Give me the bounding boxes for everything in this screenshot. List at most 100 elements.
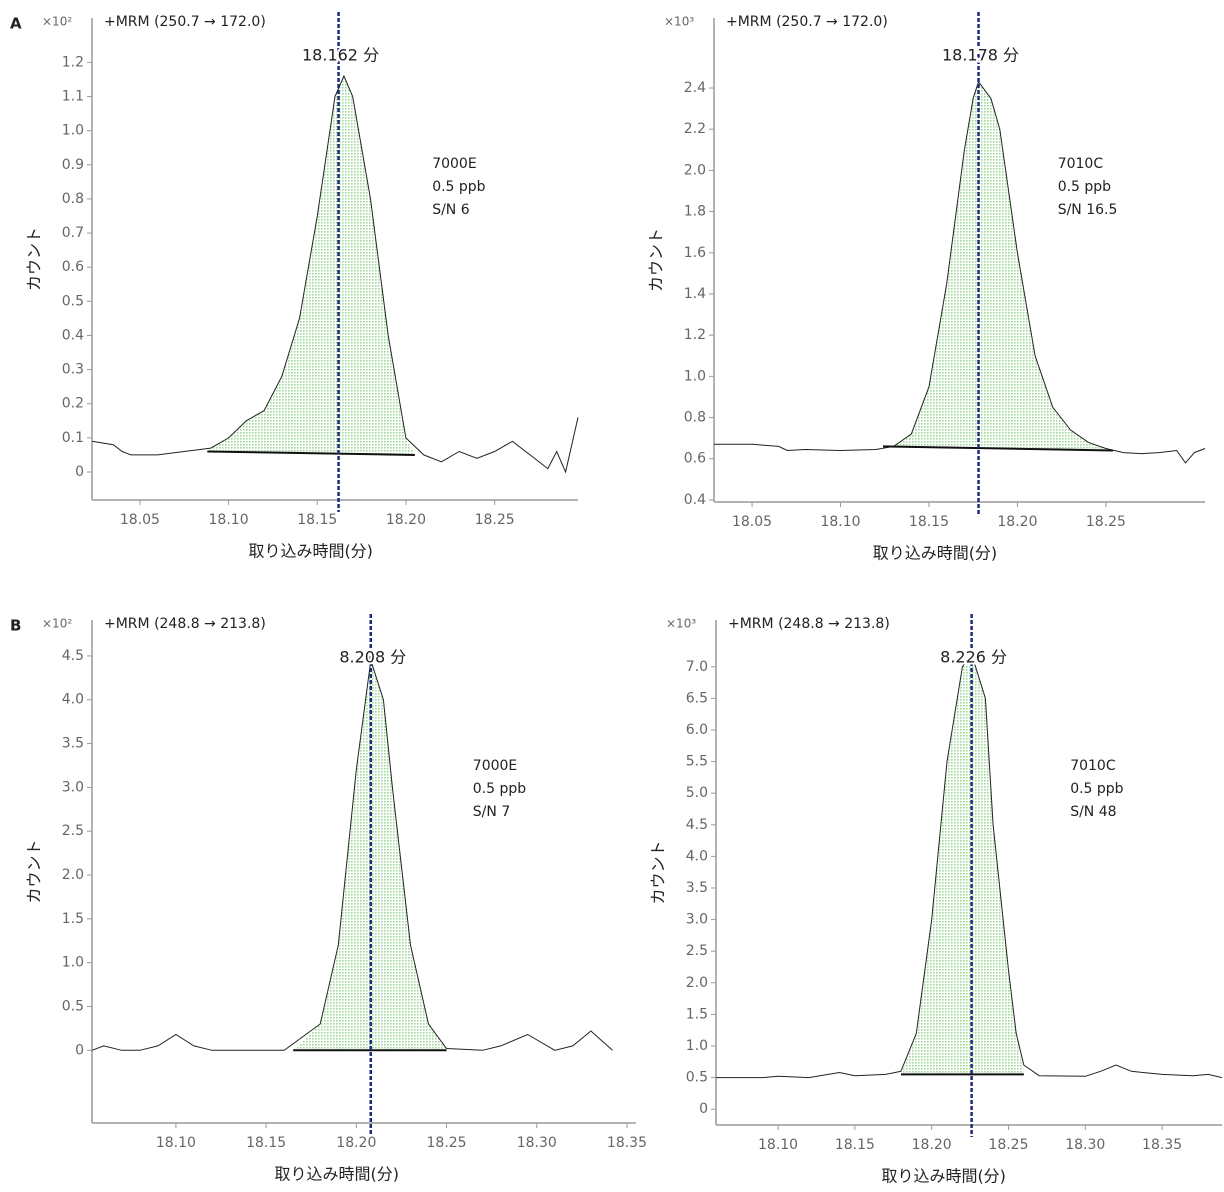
y-tick-label: 3.5	[62, 736, 84, 752]
y-tick-label: 0.3	[62, 362, 84, 378]
y-tick-label: 1.2	[684, 327, 706, 343]
y-tick-label: 0	[75, 1042, 84, 1058]
y-tick-label: 0	[699, 1101, 708, 1117]
x-tick-label: 18.20	[912, 1137, 952, 1153]
y-tick-label: 0.5	[62, 998, 84, 1014]
y-tick-label: 2.0	[686, 975, 708, 991]
annotation: 0.5 ppb	[1058, 179, 1111, 195]
y-tick-label: 1.2	[62, 54, 84, 70]
y-tick-label: 0.8	[684, 410, 706, 426]
y-tick-label: 1.4	[684, 286, 706, 302]
chart-title: +MRM (250.7 → 172.0)	[726, 14, 888, 30]
x-tick-label: 18.10	[758, 1137, 798, 1153]
y-axis-label: カウント	[25, 227, 44, 291]
y-tick-label: 4.0	[686, 848, 708, 864]
x-tick-label: 18.35	[607, 1135, 647, 1151]
y-multiplier: ×10²	[42, 15, 72, 29]
y-tick-label: 0.5	[686, 1070, 708, 1086]
y-tick-label: 1.0	[684, 368, 706, 384]
x-tick-label: 18.25	[475, 512, 515, 528]
chart-title: +MRM (248.8 → 213.8)	[728, 616, 890, 632]
y-tick-label: 0.2	[62, 396, 84, 412]
x-tick-label: 18.25	[427, 1135, 467, 1151]
y-multiplier: ×10²	[42, 617, 72, 631]
trace	[91, 74, 579, 474]
y-tick-label: 0.6	[62, 259, 84, 275]
y-tick-label: 2.2	[684, 121, 706, 137]
peak-label: 18.178 分	[942, 46, 1019, 65]
baseline	[882, 445, 1114, 452]
y-tick-label: 4.5	[62, 648, 84, 664]
baseline	[207, 450, 415, 456]
y-tick-label: 5.5	[686, 754, 708, 770]
y-tick-label: 1.5	[62, 911, 84, 927]
trace	[714, 80, 1206, 464]
chart-title: +MRM (248.8 → 213.8)	[104, 616, 266, 632]
x-tick-label: 18.15	[297, 512, 337, 528]
x-tick-label: 18.10	[820, 514, 860, 530]
peak-label: 8.208 分	[339, 648, 406, 667]
y-tick-label: 0.9	[62, 157, 84, 173]
peak-fill	[900, 654, 1024, 1075]
y-tick-label: 7.0	[686, 659, 708, 675]
annotation: S/N 6	[432, 202, 470, 218]
panel-label: B	[10, 617, 21, 635]
y-tick-label: 3.5	[686, 880, 708, 896]
y-tick-label: 1.5	[686, 1006, 708, 1022]
y-multiplier: ×10³	[664, 15, 694, 29]
x-tick-label: 18.15	[835, 1137, 875, 1153]
x-tick-label: 18.15	[246, 1135, 286, 1151]
x-tick-label: 18.05	[120, 512, 160, 528]
annotation: 0.5 ppb	[473, 781, 526, 797]
y-tick-label: 4.0	[62, 692, 84, 708]
x-axis-label: 取り込み時間(分)	[275, 1165, 400, 1184]
y-tick-label: 2.5	[62, 823, 84, 839]
peak-label: 18.162 分	[302, 46, 379, 65]
y-tick-label: 5.0	[686, 785, 708, 801]
y-tick-label: 6.0	[686, 722, 708, 738]
y-tick-label: 0.7	[62, 225, 84, 241]
annotation: 7010C	[1070, 758, 1116, 774]
y-tick-label: 1.0	[62, 123, 84, 139]
x-tick-label: 18.35	[1142, 1137, 1182, 1153]
x-tick-label: 18.10	[156, 1135, 196, 1151]
annotation: 0.5 ppb	[1070, 781, 1123, 797]
y-tick-label: 4.5	[686, 817, 708, 833]
x-tick-label: 18.20	[997, 514, 1037, 530]
panel-label: A	[10, 15, 22, 33]
y-tick-label: 0.4	[62, 327, 84, 343]
trace	[91, 660, 613, 1051]
x-tick-label: 18.20	[386, 512, 426, 528]
y-tick-label: 3.0	[686, 912, 708, 928]
x-axis-label: 取り込み時間(分)	[873, 544, 998, 563]
x-tick-label: 18.25	[988, 1137, 1028, 1153]
y-tick-label: 2.5	[686, 943, 708, 959]
y-tick-label: 0.8	[62, 191, 84, 207]
y-tick-label: 1.1	[62, 89, 84, 105]
peak-fill	[207, 76, 415, 455]
y-tick-label: 0.1	[62, 430, 84, 446]
y-tick-label: 1.0	[686, 1038, 708, 1054]
y-tick-label: 6.5	[686, 690, 708, 706]
y-tick-label: 2.0	[62, 867, 84, 883]
x-tick-label: 18.30	[517, 1135, 557, 1151]
y-tick-label: 3.0	[62, 779, 84, 795]
y-tick-label: 0.4	[684, 492, 706, 508]
x-tick-label: 18.05	[732, 514, 772, 530]
annotation: 7010C	[1058, 156, 1104, 172]
x-axis-label: 取り込み時間(分)	[881, 1167, 1006, 1186]
y-tick-label: 2.0	[684, 162, 706, 178]
y-axis-label: カウント	[647, 228, 666, 292]
y-tick-label: 1.0	[62, 955, 84, 971]
annotation: S/N 48	[1070, 804, 1116, 820]
x-tick-label: 18.15	[909, 514, 949, 530]
x-tick-label: 18.10	[209, 512, 249, 528]
trace	[716, 652, 1223, 1079]
peak-label: 8.226 分	[940, 648, 1007, 667]
chart-title: +MRM (250.7 → 172.0)	[104, 14, 266, 30]
y-multiplier: ×10³	[666, 617, 696, 631]
y-axis-label: カウント	[649, 840, 668, 904]
y-axis-label: カウント	[25, 839, 44, 903]
x-tick-label: 18.25	[1086, 514, 1126, 530]
